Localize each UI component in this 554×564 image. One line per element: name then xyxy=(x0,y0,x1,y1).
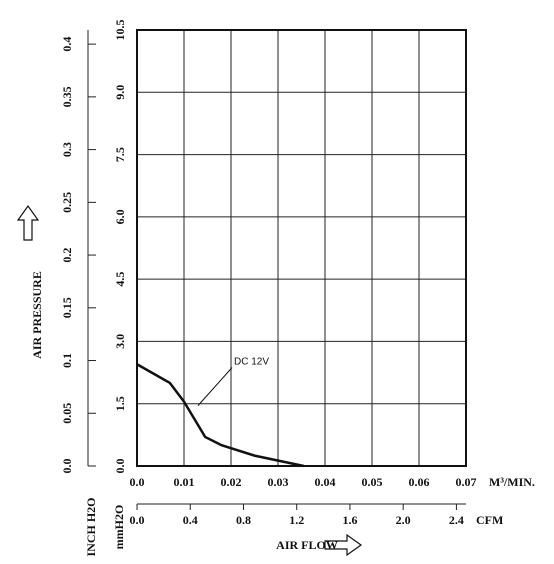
x-tick-label: 0.05 xyxy=(362,475,383,489)
y2-tick-label: 0.35 xyxy=(60,86,74,107)
x-tick-label: 0.03 xyxy=(268,475,289,489)
curve xyxy=(136,363,305,468)
y-tick-label: 10.5 xyxy=(113,20,127,41)
x2-tick-label: 2.0 xyxy=(396,513,411,527)
y2-tick-label: 0.05 xyxy=(60,403,74,424)
y-tick-label: 0.0 xyxy=(113,459,127,474)
y2-tick-label: 0.4 xyxy=(60,37,74,52)
y2-tick-label: 0.3 xyxy=(60,142,74,157)
x2-tick-label: 1.6 xyxy=(342,513,357,527)
x2-tick-label: 0.8 xyxy=(236,513,251,527)
x2-unit: CFM xyxy=(476,513,503,527)
x-tick-label: 0.07 xyxy=(456,475,477,489)
y-tick-label: 3.0 xyxy=(113,334,127,349)
y-unit: mmH2O xyxy=(112,505,126,550)
plot-frame xyxy=(136,29,467,467)
x-tick-label: 0.01 xyxy=(174,475,195,489)
x-tick-label: 0.0 xyxy=(130,475,145,489)
y2-tick-label: 0.1 xyxy=(60,353,74,368)
x-tick-label: 0.06 xyxy=(409,475,430,489)
x2-tick-label: 2.4 xyxy=(449,513,464,527)
y-tick-label: 1.5 xyxy=(113,396,127,411)
y2-tick-label: 0.0 xyxy=(60,459,74,474)
y-tick-label: 6.0 xyxy=(113,209,127,224)
y2-tick-label: 0.2 xyxy=(60,248,74,263)
up-arrow xyxy=(16,204,40,241)
y2-unit: INCH H2O xyxy=(84,497,98,556)
y-tick-label: 9.0 xyxy=(113,85,127,100)
x2-tick-label: 0.4 xyxy=(183,513,198,527)
x-tick-label: 0.04 xyxy=(315,475,336,489)
y2-tick-label: 0.25 xyxy=(60,192,74,213)
x-unit: M³/MIN. xyxy=(489,475,535,489)
y2-tick-label: 0.15 xyxy=(60,297,74,318)
y-tick-label: 4.5 xyxy=(113,272,127,287)
x2-tick-label: 0.0 xyxy=(130,513,145,527)
y-axis-title: AIR PRESSURE xyxy=(30,271,44,359)
right-arrow xyxy=(324,533,363,557)
series-label: DC 12V xyxy=(234,356,269,367)
x-axis-title: AIR FLOW xyxy=(276,538,338,552)
x2-tick-label: 1.2 xyxy=(289,513,304,527)
leader-line xyxy=(197,367,233,406)
x-tick-label: 0.02 xyxy=(221,475,242,489)
y-tick-label: 7.5 xyxy=(113,147,127,162)
